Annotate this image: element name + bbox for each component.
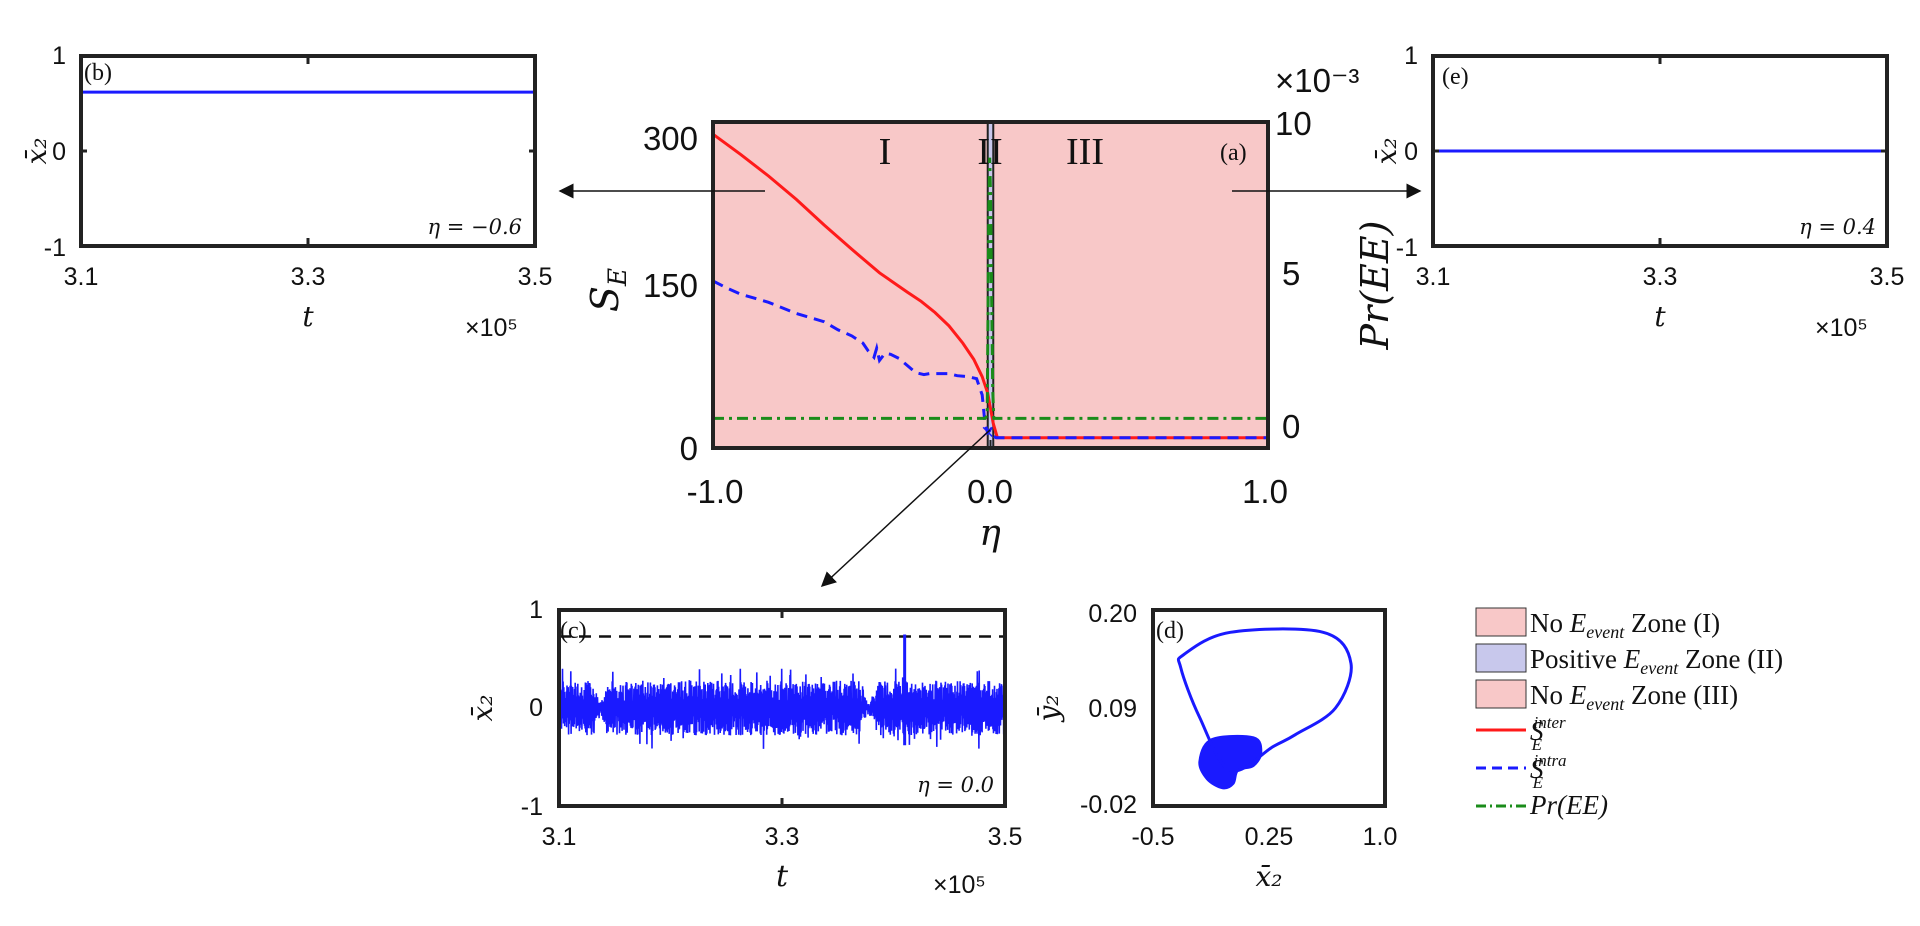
right-y-tick: 5 <box>1282 255 1300 292</box>
y-tick: -1 <box>521 793 543 821</box>
x-tick: 3.1 <box>1416 263 1451 291</box>
y-tick: 1 <box>529 596 543 624</box>
legend-label-zone-I: No Eevent Zone (I) <box>1530 608 1720 642</box>
left-y-tick: 150 <box>643 267 698 304</box>
x-tick: 1.0 <box>1363 823 1398 851</box>
y-tick: 1 <box>52 42 66 70</box>
right-y-axis: 0 5 10 ×10⁻³ Pr(EE) <box>1275 62 1397 445</box>
legend-patch-zone-II <box>1475 643 1527 673</box>
eta-annotation: η = −0.6 <box>427 215 522 239</box>
right-y-tick: 10 <box>1275 105 1312 142</box>
x-tick: 3.5 <box>988 823 1023 851</box>
right-y-label: Pr(EE) <box>1353 221 1397 351</box>
series-line-seinter <box>713 132 1268 440</box>
zone-label-III: III <box>1066 131 1104 173</box>
y-label: x̄₂ <box>20 137 53 164</box>
y-tick: -1 <box>44 234 66 262</box>
x-axis: -1.0 0.0 1.0 η <box>687 473 1288 554</box>
legend-label-zone-III: No Eevent Zone (III) <box>1530 680 1738 714</box>
zone-band <box>993 122 1268 448</box>
zone-band <box>713 122 988 448</box>
left-y-tick: 300 <box>643 120 698 157</box>
x-tick: 0.25 <box>1245 823 1294 851</box>
x-label: t <box>1654 300 1666 333</box>
panel-label-e: (e) <box>1442 64 1469 90</box>
x-tick: 3.1 <box>542 823 577 851</box>
x-label: t <box>776 859 789 894</box>
panel-c: (c) 1 0 -1 3.1 3.3 3.5 ×10⁵ t x̄₂ η = 0.… <box>466 596 1022 899</box>
y-tick: 0.20 <box>1088 600 1137 628</box>
x-exponent: ×10⁵ <box>1815 314 1868 342</box>
x-tick: 3.3 <box>765 823 800 851</box>
panel-d: (d) 0.20 0.09 -0.02 -0.5 0.25 1.0 x̄₂ ȳ₂ <box>1032 600 1397 893</box>
series-line-pree <box>713 157 1268 420</box>
y-tick: 1 <box>1404 42 1418 70</box>
x-tick: 3.5 <box>518 263 553 291</box>
main-plot-lines: × <box>713 132 1268 443</box>
panel-d-frame <box>1151 608 1387 808</box>
x-tick: -0.5 <box>1131 823 1174 851</box>
left-y-tick: 0 <box>680 430 698 467</box>
panel-b: (b) 1 0 -1 3.1 3.3 3.5 ×10⁵ t x̄₂ η = −0… <box>20 42 552 342</box>
right-y-tick: 0 <box>1282 408 1300 445</box>
y-tick: -0.02 <box>1080 791 1137 819</box>
left-y-axis: 0 150 300 SE <box>583 120 698 467</box>
y-tick: 0 <box>52 138 66 166</box>
right-axis-exponent: ×10⁻³ <box>1275 62 1359 99</box>
x-label: t <box>302 300 314 333</box>
x-exponent: ×10⁵ <box>933 871 986 899</box>
legend-patch-zone-I <box>1475 607 1527 637</box>
x-label: x̄₂ <box>1255 860 1282 893</box>
left-y-label: SE <box>583 268 632 312</box>
panel-c-frame <box>557 608 1007 808</box>
x-tick: 3.3 <box>1643 263 1678 291</box>
y-label: x̄₂ <box>1370 137 1403 164</box>
legend: No Eevent Zone (I) Positive Eevent Zone … <box>1475 607 1783 820</box>
attractor-outer-loop <box>1176 627 1353 773</box>
panel-b-frame <box>79 54 537 248</box>
zone-label-I: I <box>879 131 892 173</box>
panel-e-frame <box>1431 54 1889 248</box>
panel-a: × I II III (a) 0 150 300 SE 0 5 10 ×10⁻³… <box>583 62 1397 554</box>
y-tick: 0.09 <box>1088 695 1137 723</box>
x-tick: 0.0 <box>967 473 1013 510</box>
y-label: ȳ₂ <box>1032 694 1065 723</box>
legend-label-intra: Sintra E <box>1530 751 1567 792</box>
y-tick: 0 <box>1404 138 1418 166</box>
x-tick: 1.0 <box>1242 473 1288 510</box>
zone-band <box>987 122 994 448</box>
series-line-seintra <box>713 279 1268 440</box>
y-tick: -1 <box>1396 234 1418 262</box>
phase-portrait-d <box>1176 627 1353 790</box>
x-tick: 3.3 <box>291 263 326 291</box>
y-label: x̄₂ <box>466 694 499 721</box>
panel-label-c: (c) <box>560 618 587 644</box>
panel-label-a: (a) <box>1220 140 1247 166</box>
eta-annotation: η = 0.4 <box>1799 215 1876 239</box>
timeseries-oscillation <box>559 668 1005 749</box>
x-exponent: ×10⁵ <box>465 314 518 342</box>
panel-label-b: (b) <box>84 60 112 86</box>
eta-annotation: η = 0.0 <box>917 773 994 797</box>
x-tick: -1.0 <box>687 473 744 510</box>
zone-label-II: II <box>977 131 1002 173</box>
panel-label-d: (d) <box>1156 618 1184 644</box>
legend-patch-zone-III <box>1475 679 1527 709</box>
x-tick: 3.5 <box>1870 263 1905 291</box>
x-tick: 3.1 <box>64 263 99 291</box>
zone-backgrounds <box>713 122 1268 448</box>
panel-e: (e) 1 0 -1 3.1 3.3 3.5 ×10⁵ t x̄₂ η = 0.… <box>1370 42 1904 342</box>
y-tick: 0 <box>529 694 543 722</box>
arrow-to-panel-c <box>820 429 991 588</box>
x-label: η <box>979 513 1001 554</box>
legend-label-zone-II: Positive Eevent Zone (II) <box>1530 644 1783 678</box>
legend-label-inter: Sinter E <box>1530 713 1566 754</box>
legend-label-pr: Pr(EE) <box>1529 790 1608 820</box>
